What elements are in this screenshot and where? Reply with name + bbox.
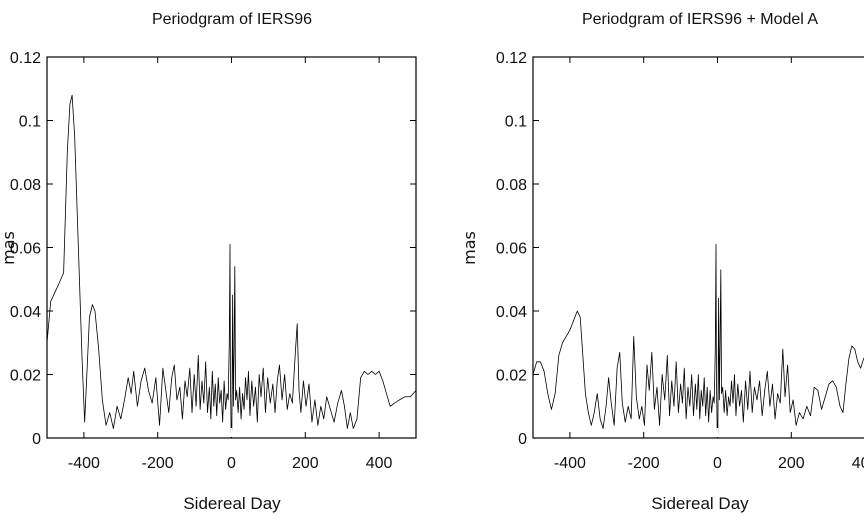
y-tick-label: 0.1 <box>19 114 41 131</box>
x-tick-label: 400 <box>852 455 864 472</box>
y-tick-label: 0.1 <box>505 114 527 131</box>
y-tick-label: 0.06 <box>496 241 527 258</box>
y-axis-label: mas <box>460 231 479 265</box>
x-tick-label: -400 <box>68 455 100 472</box>
y-tick-label: 0.04 <box>496 304 527 321</box>
x-axis-label: Sidereal Day <box>183 494 281 513</box>
x-tick-label: 0 <box>713 455 722 472</box>
y-tick-label: 0 <box>32 431 41 448</box>
x-axis-label: Sidereal Day <box>651 494 749 513</box>
x-tick-label: -200 <box>628 455 660 472</box>
y-tick-label: 0.08 <box>10 177 41 194</box>
series-line-1 <box>46 94 417 436</box>
y-tick-label: 0.02 <box>496 368 527 385</box>
y-tick-label: 0.02 <box>10 368 41 385</box>
x-tick-label: -400 <box>554 455 586 472</box>
chart-title: Periodgram of IERS96 <box>152 11 312 28</box>
x-tick-label: 200 <box>778 455 805 472</box>
y-tick-label: 0.12 <box>10 50 41 67</box>
x-tick-label: 0 <box>227 455 236 472</box>
chart-panel-1: Periodgram of IERS96 0 0.02 0.04 0.06 0.08 0.1… <box>0 11 417 513</box>
x-tick-label: -200 <box>142 455 174 472</box>
chart-title: Periodgram of IERS96 + Model A <box>582 11 818 28</box>
series-line-1 <box>532 243 864 436</box>
y-tick-label: 0.04 <box>10 304 41 321</box>
chart-panel-2: Periodgram of IERS96 + Model A 0 0.02 0.04 0… <box>460 11 864 513</box>
y-axis-label: mas <box>0 231 18 265</box>
y-tick-label: 0.08 <box>496 177 527 194</box>
y-tick-label: 0.06 <box>10 241 41 258</box>
y-tick-label: 0 <box>518 431 527 448</box>
x-tick-label: 200 <box>292 455 319 472</box>
y-tick-label: 0.12 <box>496 50 527 67</box>
x-tick-label: 400 <box>366 455 393 472</box>
